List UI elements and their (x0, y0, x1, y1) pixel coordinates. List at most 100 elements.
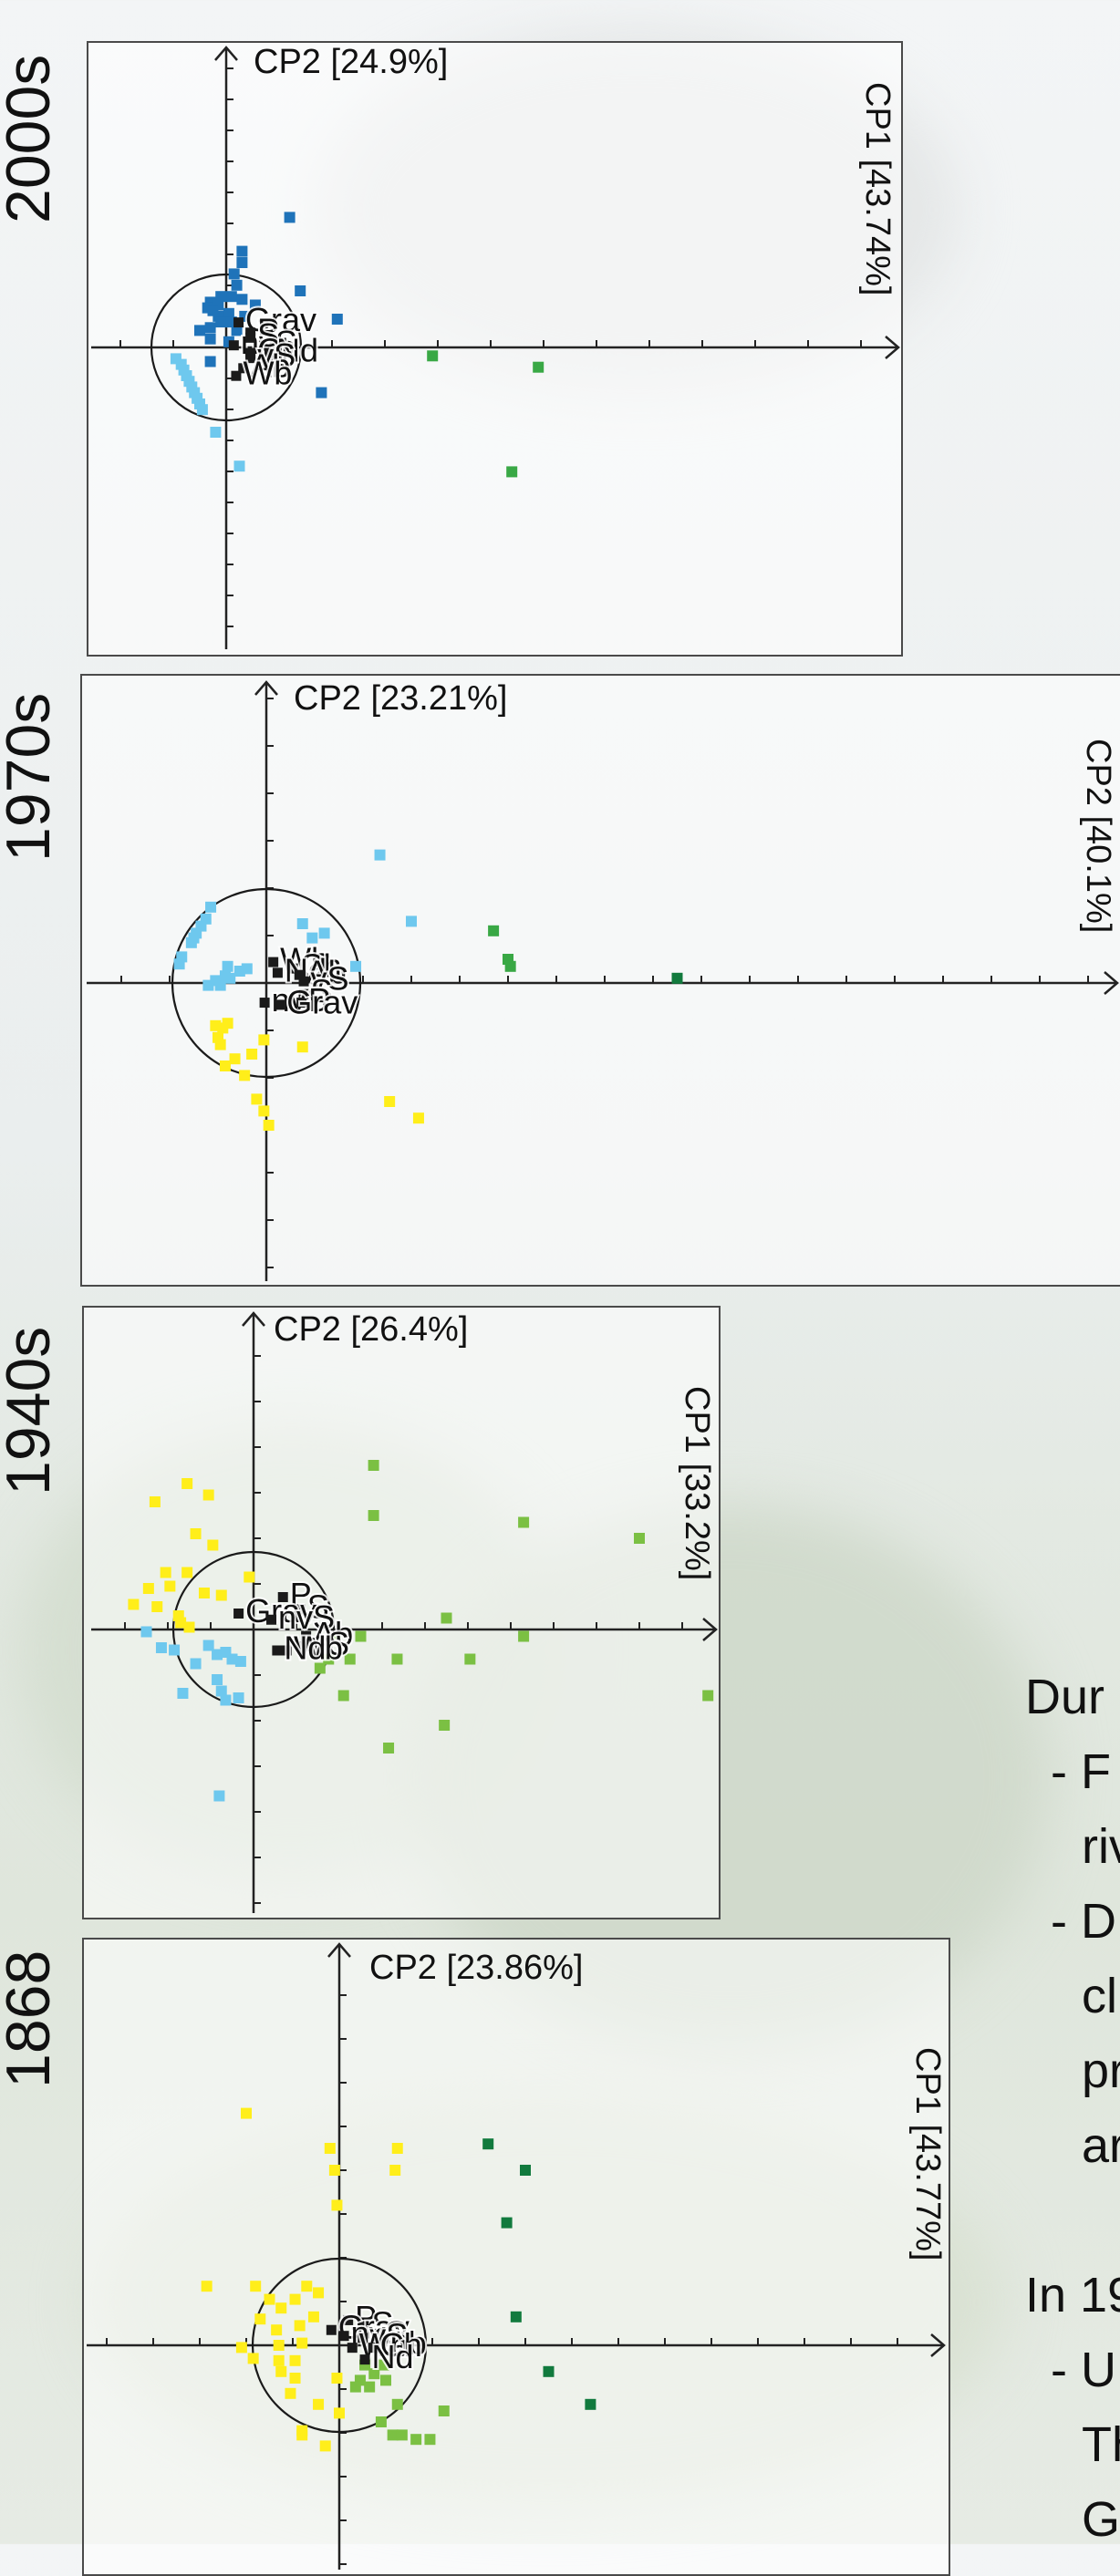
site-point (229, 1053, 241, 1065)
x-axis-title: CP1 [43.74%] (858, 82, 897, 295)
site-point (301, 2281, 313, 2292)
site-point (204, 322, 216, 334)
site-point (323, 1653, 335, 1665)
x-axis-title: CP2 [40.1%] (1079, 739, 1117, 933)
site-point (236, 294, 248, 305)
variable-point (245, 353, 256, 364)
site-point (236, 245, 248, 257)
variable-label: Ch (257, 332, 299, 369)
site-point (263, 1120, 275, 1131)
site-point (271, 2324, 283, 2336)
variable-label: Ch (300, 947, 342, 985)
variable-label: Ab (387, 2324, 427, 2362)
site-point (306, 932, 318, 944)
site-point (275, 2365, 287, 2377)
site-point (250, 2281, 262, 2292)
correlation-circle (171, 1550, 336, 1709)
site-point (406, 916, 417, 927)
variable-label: Wb (243, 355, 292, 392)
variable-label: S (307, 1588, 329, 1626)
site-point (396, 2429, 408, 2441)
site-point (294, 2320, 306, 2332)
site-point (488, 925, 500, 936)
site-point (289, 2354, 301, 2366)
y-axis-title: CP2 [23.86%] (369, 1949, 583, 1987)
site-point (331, 314, 343, 325)
site-point (231, 325, 243, 336)
site-point (504, 960, 516, 972)
y-axis-title: CP2 [26.4%] (274, 1310, 468, 1349)
site-point (273, 2340, 285, 2351)
caption-line: Dur (1025, 1670, 1105, 1724)
variable-point (298, 988, 309, 999)
caption-line (1025, 2183, 1120, 2258)
site-point (239, 1070, 251, 1081)
y-axis-title: CP2 [24.9%] (254, 43, 448, 81)
site-point (313, 2398, 325, 2410)
site-point (215, 291, 227, 303)
site-point (220, 1694, 232, 1706)
site-point (223, 307, 234, 319)
site-point (510, 2311, 522, 2323)
site-point (155, 1642, 167, 1653)
site-point (318, 927, 330, 939)
site-point (334, 2407, 345, 2419)
site-point (201, 2281, 213, 2292)
caption-line: In 19 (1025, 2268, 1120, 2323)
variable-point (275, 999, 285, 1010)
variable-label: Grav (245, 301, 316, 338)
y-axis-title: CP2 [23.21%] (294, 679, 507, 718)
site-point (190, 1658, 202, 1670)
correlation-circle (171, 887, 362, 1079)
variable-label: Grav (245, 1592, 316, 1629)
caption-line: pr (1082, 2043, 1120, 2098)
variable-label: vS (257, 336, 296, 374)
correlation-circle (251, 2257, 428, 2434)
site-point (173, 958, 185, 970)
variable-point (228, 340, 239, 351)
site-point (410, 2434, 422, 2446)
variable-label: nvS (278, 1598, 335, 1636)
site-point (234, 1656, 246, 1667)
site-point (273, 2354, 285, 2366)
site-point (181, 1478, 193, 1489)
variable-label: Ch (380, 2326, 422, 2364)
site-point (183, 1621, 195, 1633)
site-point (355, 1630, 367, 1642)
variable-point (359, 2354, 370, 2365)
site-point (374, 849, 386, 861)
variable-point (296, 998, 307, 1009)
site-point (296, 2429, 308, 2441)
site-point (441, 1612, 452, 1624)
site-point (482, 2138, 494, 2150)
site-point (349, 2381, 361, 2393)
site-point (412, 1112, 424, 1124)
site-point (350, 960, 362, 972)
site-point (533, 361, 544, 373)
site-point (196, 404, 208, 416)
variable-point (359, 2321, 370, 2332)
site-point (387, 2429, 399, 2441)
variable-label: vS (311, 1625, 349, 1662)
site-point (368, 1510, 379, 1521)
site-point (275, 2302, 287, 2314)
caption-line: Th (1082, 2417, 1120, 2472)
site-point (295, 285, 306, 296)
x-axis-arrow (702, 1618, 718, 1641)
site-point (344, 1653, 356, 1665)
site-point (246, 1049, 258, 1060)
variable-point (231, 370, 242, 381)
site-point (254, 2313, 266, 2325)
site-point (169, 1644, 181, 1656)
variable-point (358, 2333, 368, 2343)
site-point (202, 1640, 214, 1651)
y-axis-arrow (254, 680, 278, 696)
site-point (231, 279, 243, 291)
site-point (585, 2398, 596, 2410)
site-point (331, 2199, 343, 2211)
site-point (236, 257, 248, 268)
variable-label: Grav (338, 2309, 410, 2346)
variable-point (338, 2331, 349, 2342)
variable-point (326, 2324, 337, 2335)
